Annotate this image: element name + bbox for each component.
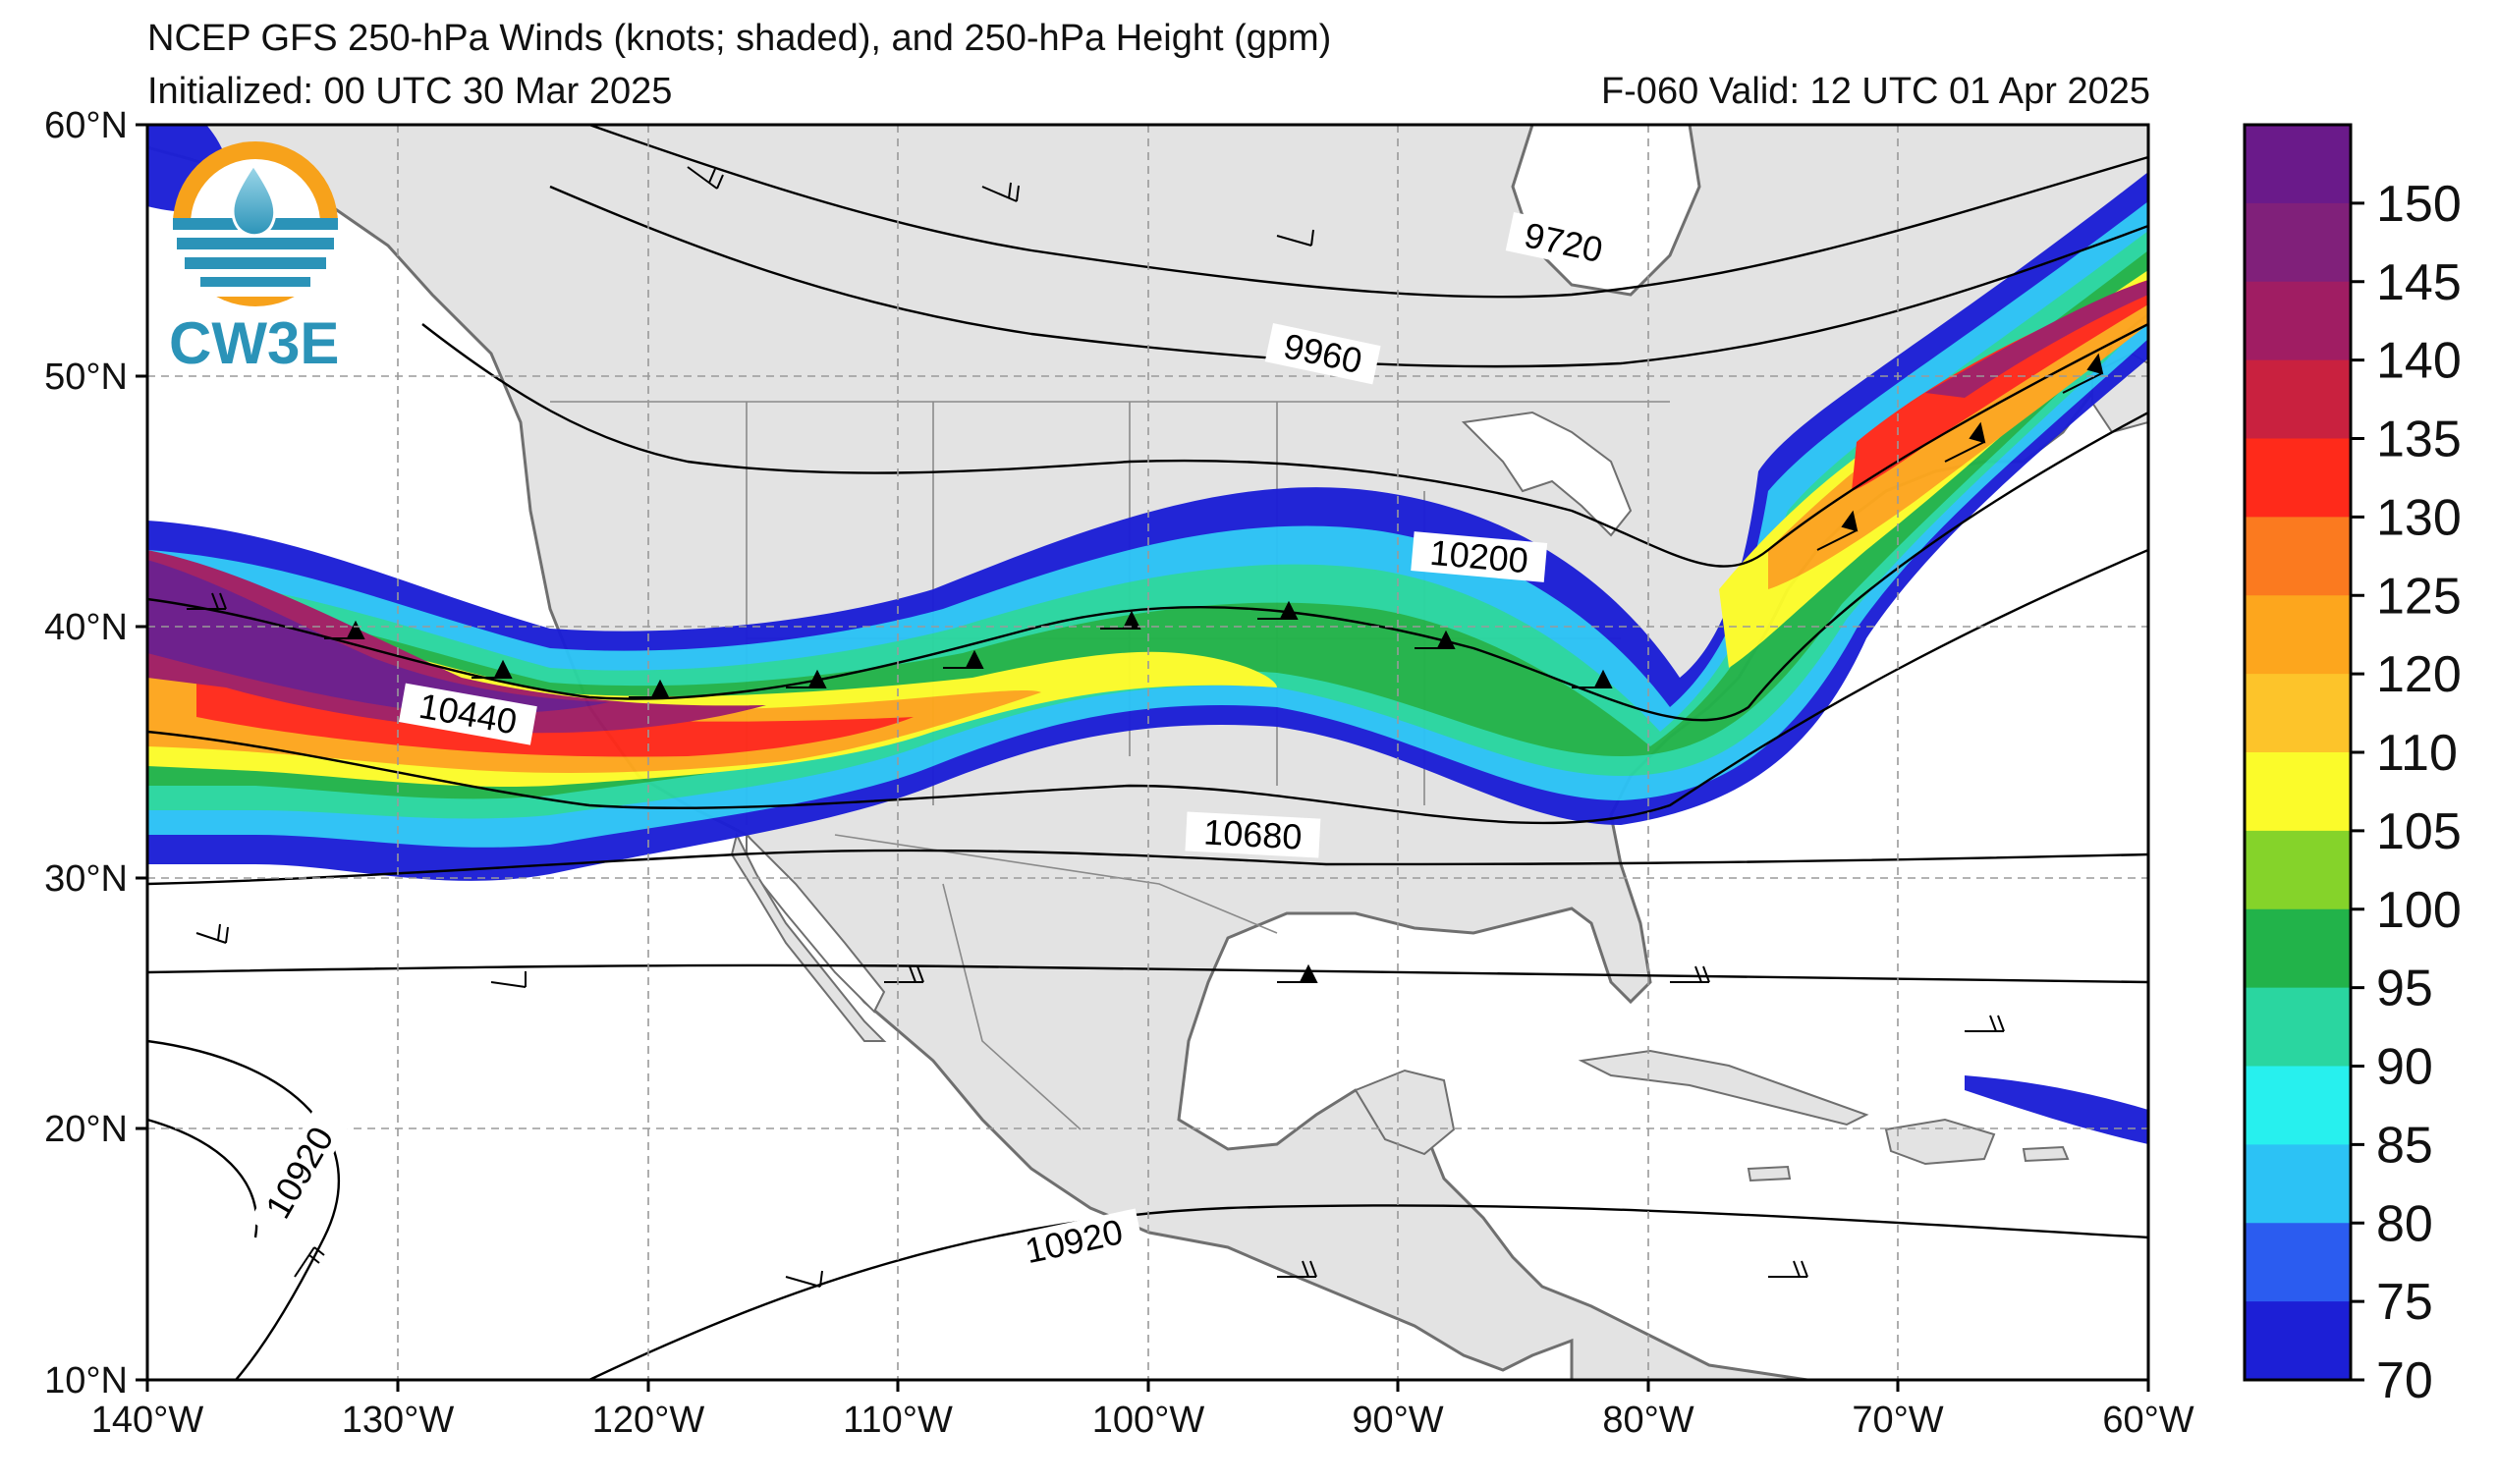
colorbar-swatch xyxy=(2245,908,2351,989)
lat-label: 50°N xyxy=(44,357,128,398)
lon-label: 140°W xyxy=(91,1400,204,1441)
colorbar: 150 145 140 135 130 125 120 110 105 100 95 90 85 80 75… xyxy=(2243,123,2462,1409)
colorbar-swatch xyxy=(2245,517,2351,596)
colorbar-label: 145 xyxy=(2376,254,2462,311)
valid-time: F-060 Valid: 12 UTC 01 Apr 2025 xyxy=(1600,71,2150,112)
colorbar-label: 70 xyxy=(2376,1352,2433,1409)
colorbar-swatch xyxy=(2245,1301,2351,1381)
colorbar-swatch xyxy=(2245,595,2351,675)
colorbar-swatch xyxy=(2245,752,2351,832)
colorbar-label: 130 xyxy=(2376,489,2462,546)
init-time: Initialized: 00 UTC 30 Mar 2025 xyxy=(147,71,673,112)
colorbar-label: 135 xyxy=(2376,412,2462,468)
lat-label: 30°N xyxy=(44,858,128,900)
colorbar-label: 105 xyxy=(2376,803,2462,860)
colorbar-swatch xyxy=(2245,674,2351,753)
colorbar-label: 120 xyxy=(2376,646,2462,703)
colorbar-label: 100 xyxy=(2376,882,2462,939)
graticule xyxy=(147,125,2148,1380)
lon-labels: 140°W 130°W 120°W 110°W 100°W 90°W 80°W … xyxy=(91,1400,2194,1441)
water-drop-icon xyxy=(231,162,277,238)
cw3e-logo: CW3E xyxy=(169,141,339,376)
lon-label: 110°W xyxy=(843,1400,953,1441)
colorbar-swatch xyxy=(2245,1223,2351,1302)
colorbar-swatch xyxy=(2245,1066,2351,1145)
lon-label: 70°W xyxy=(1852,1400,1943,1441)
lon-label: 80°W xyxy=(1602,1400,1693,1441)
colorbar-label: 85 xyxy=(2376,1117,2433,1174)
colorbar-swatch xyxy=(2245,1144,2351,1224)
baja-california xyxy=(730,832,887,1042)
colorbar-swatch xyxy=(2245,987,2351,1067)
yucatan xyxy=(1354,1069,1456,1156)
colorbar-label: 125 xyxy=(2376,568,2462,625)
colorbar-swatch xyxy=(2245,359,2351,439)
colorbar-label: 80 xyxy=(2376,1195,2433,1252)
lon-label: 120°W xyxy=(592,1400,705,1441)
lon-label: 90°W xyxy=(1352,1400,1443,1441)
colorbar-swatch xyxy=(2245,438,2351,518)
contour-label: 10200 xyxy=(1428,532,1529,581)
colorbar-swatch xyxy=(2245,830,2351,910)
great-lakes xyxy=(1461,411,1633,537)
colorbar-label: 75 xyxy=(2376,1274,2433,1331)
axis-ticks xyxy=(136,123,2150,1392)
lat-labels: 60°N 50°N 40°N 30°N 20°N 10°N xyxy=(44,105,128,1402)
jamaica xyxy=(1747,1165,1792,1182)
hispaniola xyxy=(1884,1118,1996,1166)
wind-barbs xyxy=(187,166,2104,1288)
colorbar-label: 150 xyxy=(2376,176,2462,233)
cuba xyxy=(1578,1049,1869,1127)
lat-label: 40°N xyxy=(44,607,128,648)
lon-label: 100°W xyxy=(1092,1400,1205,1441)
lat-label: 10°N xyxy=(44,1360,128,1402)
colorbar-label: 140 xyxy=(2376,333,2462,390)
puerto-rico xyxy=(2022,1145,2070,1163)
colorbar-label: 110 xyxy=(2376,725,2458,782)
colorbar-label: 90 xyxy=(2376,1039,2433,1096)
colorbar-swatch xyxy=(2245,281,2351,361)
lat-label: 20°N xyxy=(44,1109,128,1150)
chart-title: NCEP GFS 250-hPa Winds (knots; shaded), … xyxy=(147,18,1332,59)
logo-text: CW3E xyxy=(169,310,339,376)
colorbar-label: 95 xyxy=(2376,961,2433,1017)
lat-label: 60°N xyxy=(44,105,128,146)
colorbar-swatch xyxy=(2245,202,2351,283)
contour-label: 10680 xyxy=(1202,811,1303,856)
lon-label: 60°W xyxy=(2102,1400,2193,1441)
lon-label: 130°W xyxy=(342,1400,455,1441)
colorbar-swatch xyxy=(2245,125,2351,204)
